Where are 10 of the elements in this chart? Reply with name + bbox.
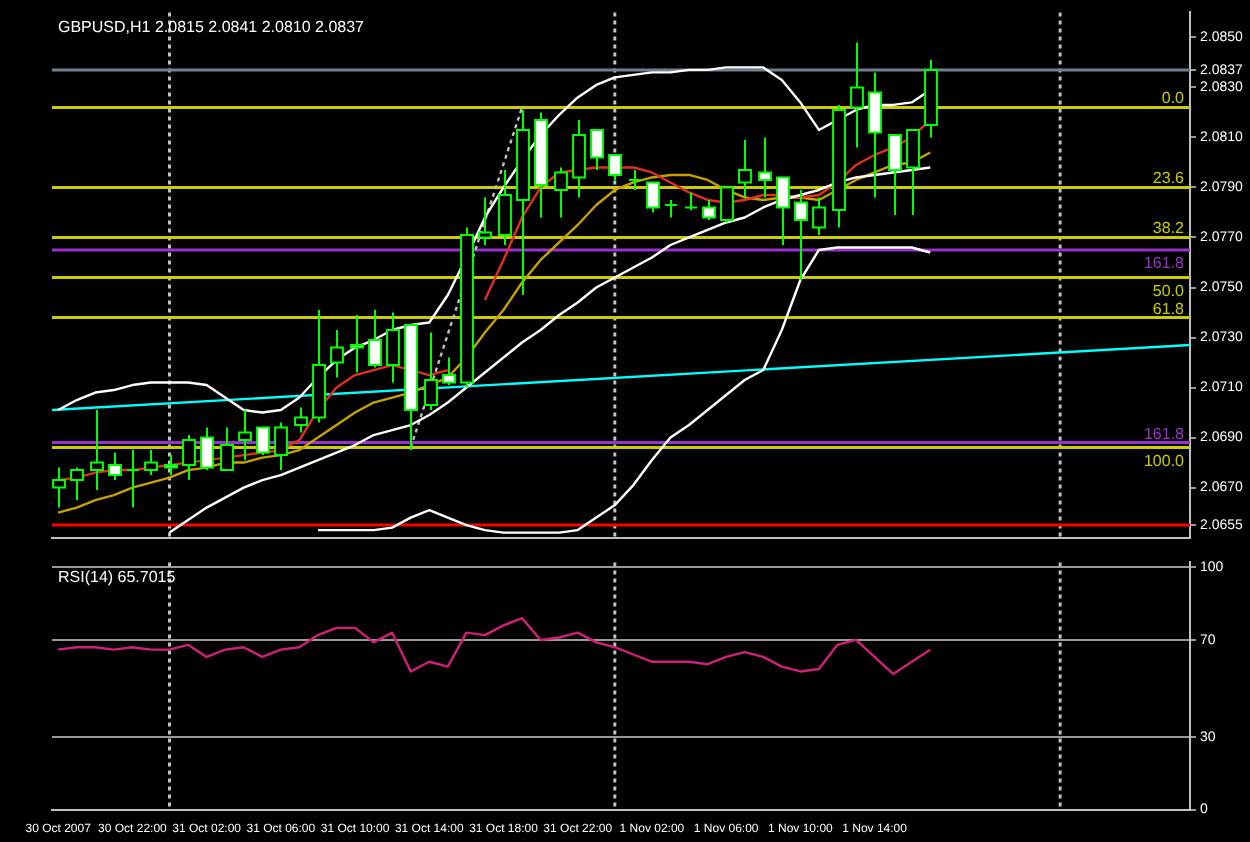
annotation: 50.0 [1152,281,1186,300]
annotation: 61.8 [1152,299,1186,318]
chart-title: RSI(14) 65.7015 [58,568,177,587]
annotation: 23.6 [1152,169,1186,188]
annotation: 161.8 [1143,253,1186,272]
annotation: 161.8 [1143,424,1186,443]
annotation: 100.0 [1143,451,1186,470]
annotation: 0.0 [1161,89,1186,108]
annotation: 38.2 [1152,219,1186,238]
chart-title: GBPUSD,H1 2.0815 2.0841 2.0810 2.0837 [58,18,366,37]
